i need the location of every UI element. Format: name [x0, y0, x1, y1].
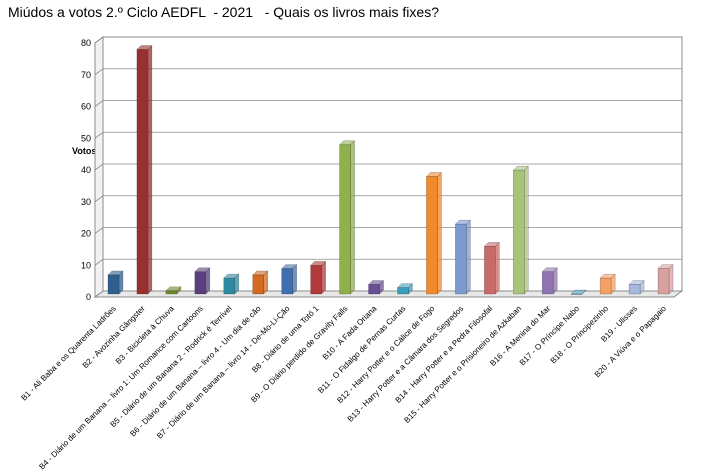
bar-front [107, 274, 120, 295]
bar-front [541, 271, 554, 295]
bar-front [628, 284, 641, 295]
bar-front [281, 268, 293, 295]
gridline [94, 36, 682, 44]
bar-side [350, 140, 355, 295]
y-tick-label: 20 [81, 229, 91, 239]
bar [628, 279, 645, 295]
bar [338, 140, 356, 295]
bar [512, 165, 529, 295]
bar-side [321, 260, 326, 295]
bar [570, 289, 587, 295]
bars [107, 44, 674, 295]
y-tick-label: 70 [81, 70, 91, 80]
bar [310, 260, 327, 295]
gridline [94, 68, 682, 76]
bar-front [252, 274, 264, 295]
gridline [94, 195, 682, 203]
bar-front [513, 169, 525, 295]
bar-front [310, 265, 322, 295]
bar [425, 171, 443, 295]
bar-side [668, 263, 674, 295]
bar-front [368, 284, 380, 295]
bar [454, 219, 471, 295]
bar-side [437, 171, 442, 295]
floor [93, 290, 684, 298]
y-tick-label: 30 [81, 197, 91, 207]
bar [107, 270, 124, 295]
chart-walls [93, 36, 684, 298]
bar-front [599, 277, 612, 295]
bar [194, 267, 211, 295]
gridline [94, 131, 682, 139]
bar [483, 241, 500, 295]
bar-front [223, 277, 236, 295]
bar-front [165, 290, 178, 295]
y-tick-labels: 0 10 20 30 40 50 60 70 80 [81, 38, 91, 302]
bar-side [495, 241, 500, 295]
bar-side [292, 263, 297, 295]
y-tick-label: 60 [81, 102, 91, 112]
y-tick-label: 40 [81, 165, 91, 175]
bar [252, 270, 269, 295]
y-tick-label: 10 [81, 260, 91, 270]
bar-side [524, 165, 529, 295]
x-tick-label: B10 - A Fada Oriana [321, 304, 379, 362]
bar-side [552, 267, 558, 295]
bar-front [570, 293, 583, 295]
bar-front [484, 246, 496, 295]
bar-front [426, 176, 438, 295]
y-tick-label: 50 [81, 133, 91, 143]
y-tick-label: 0 [86, 292, 91, 302]
bar-front [136, 49, 149, 295]
bar [541, 267, 558, 295]
bar [599, 273, 616, 295]
bar [223, 273, 240, 295]
bar [367, 279, 385, 295]
bar [165, 286, 182, 295]
bar-front [657, 268, 670, 295]
bar [136, 44, 153, 295]
x-tick-label: B7 - Diário de um Banana – livro 14 - De… [155, 304, 292, 441]
bar-side [147, 44, 153, 295]
bar-front [455, 223, 467, 295]
bar-front [339, 144, 351, 295]
gridlines [94, 36, 682, 266]
bar-side [466, 219, 471, 295]
chart-title: Miúdos a votos 2.º Ciclo AEDFL - 2021 - … [8, 4, 439, 20]
bar-side [205, 267, 211, 295]
bar [281, 263, 298, 295]
bar [657, 263, 674, 295]
bar [396, 283, 414, 295]
gridline [94, 227, 682, 234]
gridline [94, 100, 682, 107]
bar-front [397, 287, 409, 295]
y-tick-label: 80 [81, 38, 91, 48]
bar-front [194, 271, 207, 295]
gridline [94, 163, 682, 171]
